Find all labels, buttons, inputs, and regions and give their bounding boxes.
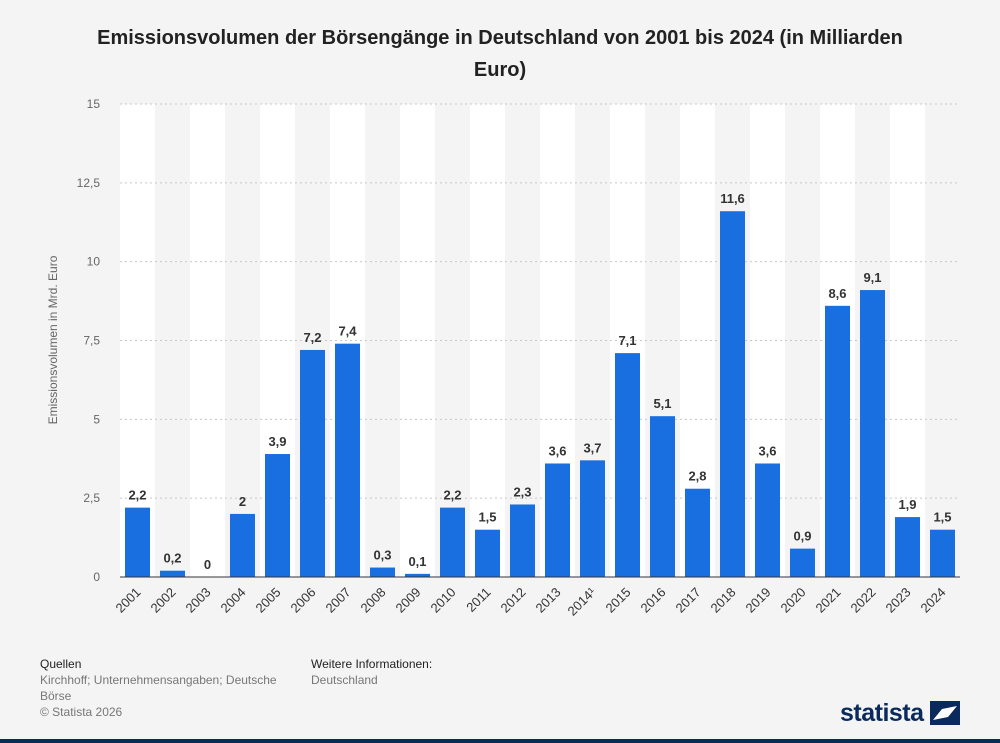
bars (125, 211, 955, 578)
x-tick-label: 2005 (253, 585, 284, 616)
x-tick-label: 2010 (428, 585, 459, 616)
x-tick-label: 2008 (358, 585, 389, 616)
x-tick-label: 2023 (883, 585, 914, 616)
chart-title: Emissionsvolumen der Börsengänge in Deut… (97, 27, 903, 81)
y-tick-label: 7,5 (83, 334, 100, 348)
data-label: 2,2 (443, 488, 461, 503)
info-heading: Weitere Informationen: (311, 657, 433, 671)
y-tick-label: 12,5 (77, 176, 101, 190)
bar[interactable] (720, 211, 745, 578)
x-tick-label: 2001 (113, 585, 144, 616)
x-tick-label: 2014¹ (565, 584, 600, 619)
x-tick-label: 2024 (918, 585, 949, 616)
data-label: 3,6 (758, 443, 776, 458)
data-label: 7,2 (303, 330, 321, 345)
bar[interactable] (405, 573, 430, 577)
bar[interactable] (370, 567, 395, 577)
data-label: 3,6 (548, 443, 566, 458)
data-label: 0,1 (408, 554, 426, 569)
x-tick-label: 2006 (288, 585, 319, 616)
info-text: Deutschland (311, 673, 378, 687)
bar[interactable] (755, 463, 780, 577)
bar[interactable] (650, 416, 675, 577)
x-tick-label: 2021 (813, 585, 844, 616)
x-tick-label: 2003 (183, 585, 214, 616)
y-axis-label: Emissionsvolumen in Mrd. Euro (46, 255, 60, 424)
y-axis-ticks: 0 2,5 5 7,5 10 12,5 15 (77, 97, 101, 584)
data-label: 11,6 (720, 191, 745, 206)
data-label: 1,5 (933, 510, 951, 525)
bar-chart: 0 2,5 5 7,5 10 12,5 15 2,2 0,2 0 2 3,9 7,2 7,4 0,3 0,1… (46, 97, 960, 619)
data-label: 1,5 (478, 510, 496, 525)
x-tick-label: 2018 (708, 585, 739, 616)
bar[interactable] (895, 517, 920, 577)
gridlines (120, 103, 960, 499)
data-label: 5,1 (653, 396, 671, 411)
data-label: 7,4 (338, 324, 357, 339)
data-label: 2,2 (128, 488, 146, 503)
y-tick-label: 5 (93, 412, 100, 426)
bar[interactable] (545, 463, 570, 577)
bar[interactable] (160, 570, 185, 577)
y-tick-label: 0 (93, 570, 100, 584)
sources-block: Quellen Kirchhoff; Unternehmensangaben; … (40, 656, 290, 720)
bar[interactable] (125, 507, 150, 577)
x-tick-label: 2011 (463, 585, 493, 615)
bar[interactable] (440, 507, 465, 577)
data-label: 2,3 (513, 484, 531, 499)
bar[interactable] (475, 529, 500, 577)
sources-heading: Quellen (40, 657, 82, 671)
logo-text: statista (840, 698, 924, 727)
y-tick-label: 15 (87, 97, 101, 111)
x-tick-label: 2019 (743, 585, 774, 616)
data-label: 2 (239, 494, 246, 509)
bar[interactable] (300, 349, 325, 577)
data-label: 3,9 (268, 434, 286, 449)
copyright: © Statista 2026 (40, 705, 123, 719)
x-tick-label: 2004 (218, 585, 249, 616)
data-label: 0 (204, 557, 211, 572)
x-tick-label: 2013 (533, 585, 564, 616)
data-label: 2,8 (688, 469, 706, 484)
data-label: 0,3 (373, 548, 391, 563)
data-label: 8,6 (828, 286, 846, 301)
data-label: 7,1 (618, 333, 636, 348)
data-label: 0,9 (793, 529, 811, 544)
bar[interactable] (860, 290, 885, 577)
bar[interactable] (825, 305, 850, 577)
x-tick-label: 2002 (148, 585, 179, 616)
data-label: 0,2 (163, 551, 181, 566)
bar[interactable] (230, 513, 255, 577)
bar[interactable] (265, 454, 290, 577)
bar[interactable] (790, 548, 815, 577)
x-tick-label: 2016 (638, 585, 669, 616)
x-tick-label: 2009 (393, 585, 424, 616)
data-label: 3,7 (583, 440, 601, 455)
bar[interactable] (930, 529, 955, 577)
x-tick-label: 2012 (498, 585, 529, 616)
x-tick-label: 2015 (603, 585, 634, 616)
info-block: Weitere Informationen: Deutschland (311, 656, 561, 688)
x-tick-label: 2017 (673, 585, 704, 616)
bar[interactable] (685, 488, 710, 577)
bar[interactable] (510, 504, 535, 577)
data-label: 9,1 (863, 270, 881, 285)
data-labels: 2,2 0,2 0 2 3,9 7,2 7,4 0,3 0,1 2,2 1,5 2,3 3,6 3,7 7,… (128, 191, 951, 572)
x-tick-label: 2020 (778, 585, 809, 616)
y-tick-label: 2,5 (83, 491, 100, 505)
x-tick-label: 2007 (323, 585, 354, 616)
sources-text: Kirchhoff; Unternehmensangaben; Deutsche… (40, 673, 277, 703)
x-axis-ticks: 2001 2002 2003 2004 2005 2006 2007 2008 2009 2010… (113, 584, 949, 619)
x-tick-label: 2022 (848, 585, 879, 616)
y-tick-label: 10 (87, 255, 101, 269)
statista-logo[interactable]: statista (840, 696, 960, 730)
bar[interactable] (580, 460, 605, 577)
bar[interactable] (615, 353, 640, 577)
bottom-accent-line (0, 739, 1000, 743)
bar[interactable] (335, 343, 360, 577)
data-label: 1,9 (898, 497, 916, 512)
logo-icon (929, 701, 960, 725)
